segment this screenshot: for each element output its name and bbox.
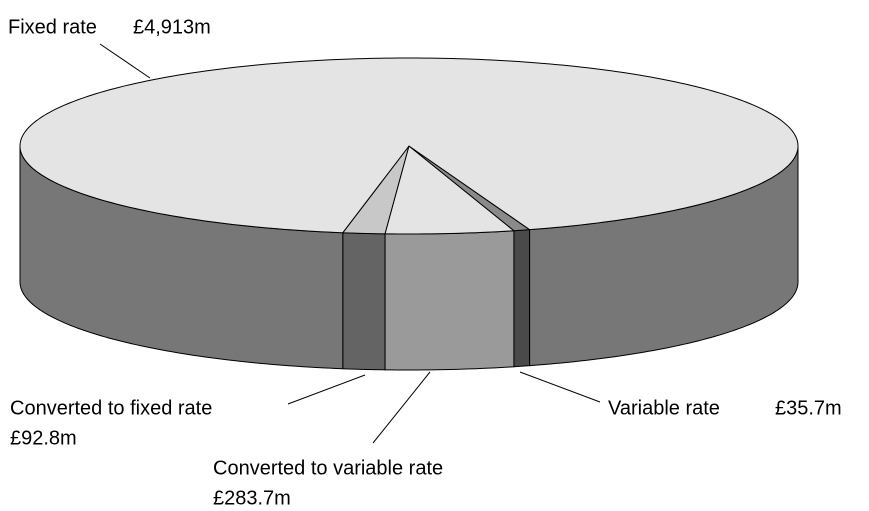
slice-side [384,230,515,371]
slice-label: Converted to fixed rate [10,397,212,419]
leader-line [372,371,431,444]
value-label: £4,913m [133,16,211,38]
leader-line [99,43,151,79]
slice-label: Fixed rate [8,16,97,38]
leader-line [287,374,366,405]
leader-line [519,371,601,403]
value-label: £35.7m [775,397,842,419]
slice [384,145,516,235]
slice-side [513,229,531,368]
value-label: £283.7m [213,487,291,509]
slice-label: Converted to variable rate [213,457,443,479]
slice-label: Variable rate [608,397,720,419]
value-label: £92.8m [10,427,77,449]
slice [19,57,799,234]
slice-side [342,232,386,371]
